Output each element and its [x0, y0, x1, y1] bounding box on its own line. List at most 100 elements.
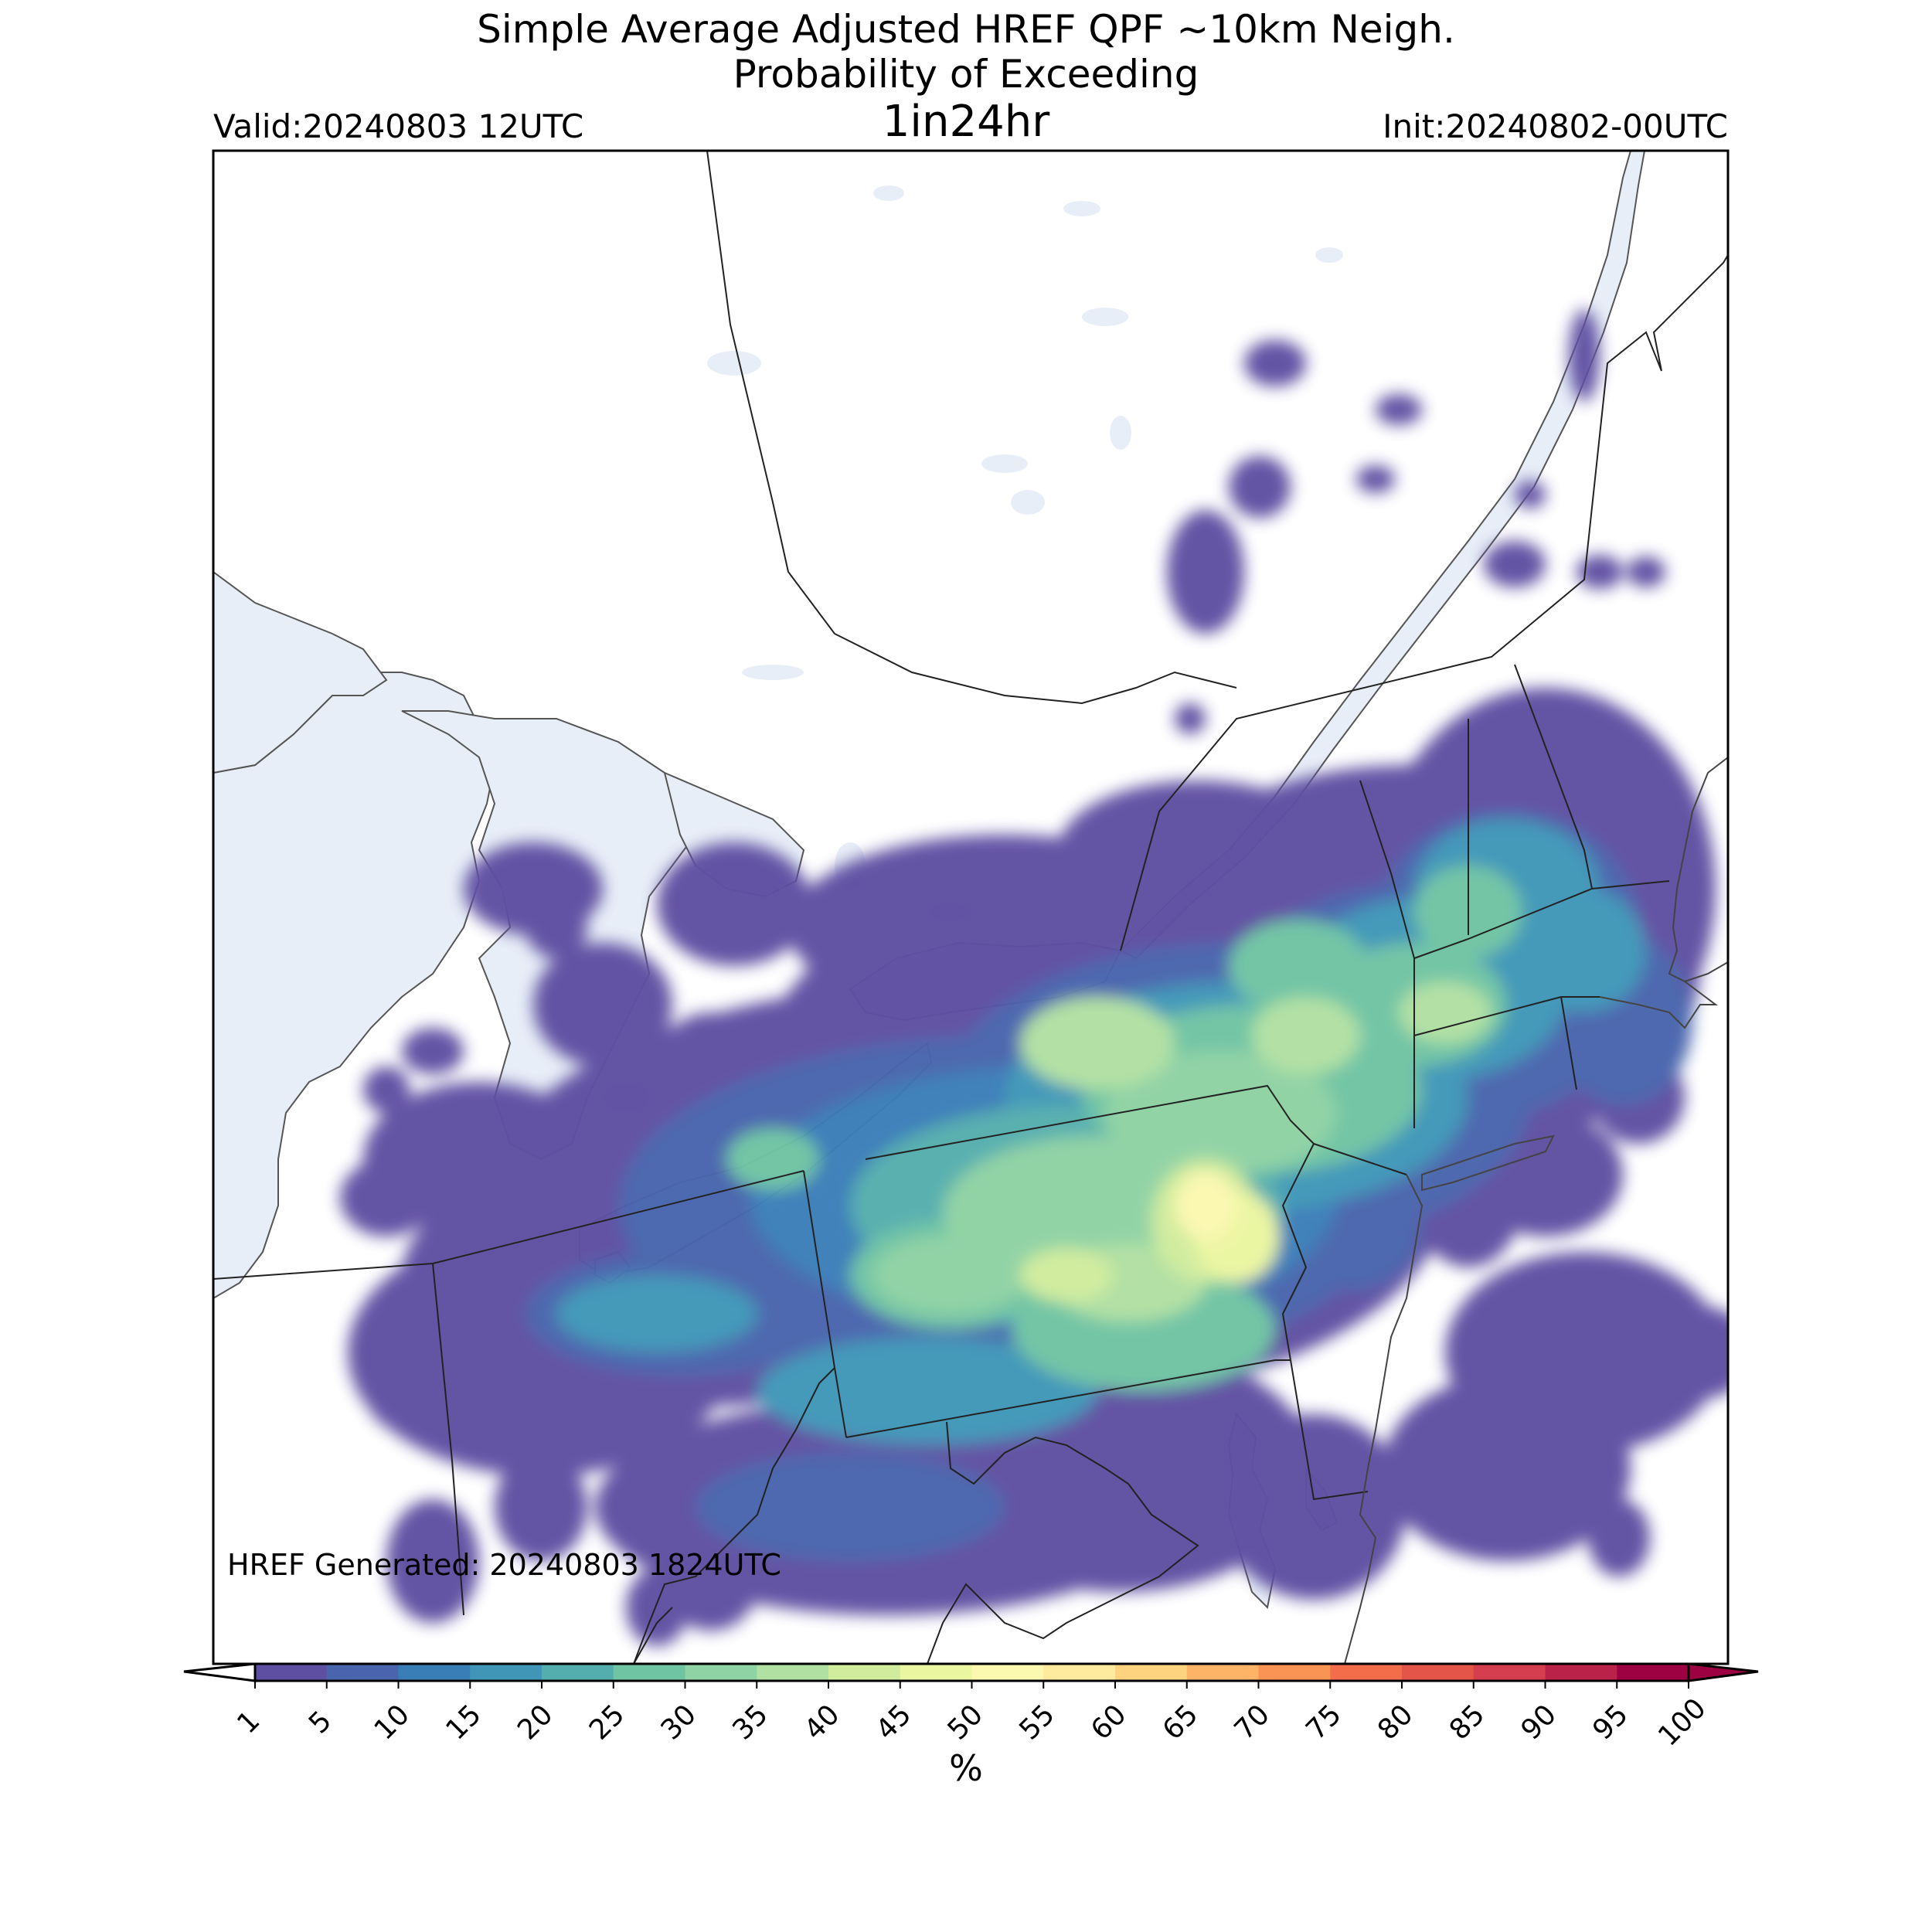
probability-patch [1167, 510, 1244, 634]
probability-patch [1588, 1499, 1650, 1577]
coastlines [1344, 757, 1728, 1664]
colorbar-tick-label: 95 [1587, 1699, 1634, 1746]
colorbar-bin [828, 1664, 901, 1681]
colorbar-tick-label: 20 [512, 1699, 559, 1746]
probability-patch [1569, 309, 1600, 402]
probability-patch [1399, 981, 1492, 1043]
colorbar-bin [470, 1664, 543, 1681]
colorbar-low-extension [183, 1662, 257, 1682]
ky-wv-border [633, 1607, 673, 1664]
colorbar-bin [900, 1664, 972, 1681]
probability-patch [1020, 1248, 1113, 1302]
colorbar-bin [398, 1664, 471, 1681]
ny-nj-border [1313, 1143, 1407, 1175]
colorbar-tick-label: 90 [1515, 1699, 1563, 1746]
probability-patch [1020, 997, 1175, 1090]
province-border [706, 151, 1237, 705]
colorbar-bin [1617, 1664, 1689, 1681]
colorbar-bin [1043, 1664, 1116, 1681]
title-line-3: 1in24hr [882, 97, 1050, 147]
probability-patch [1356, 465, 1395, 493]
colorbar-bin [685, 1664, 757, 1681]
colorbar-bin [1258, 1664, 1331, 1681]
probability-patch [1515, 481, 1546, 509]
colorbar-tick-label: 45 [870, 1699, 917, 1746]
pa-ny-border [865, 1084, 1315, 1160]
colorbar-tick-label: 30 [655, 1699, 702, 1746]
probability-patch [1577, 555, 1623, 589]
new-england-coast [1599, 757, 1728, 1029]
colorbar-bin [1186, 1664, 1259, 1681]
colorbar-bin [255, 1664, 328, 1681]
colorbar-tick-label: 65 [1157, 1699, 1204, 1746]
colorbar-bin [1330, 1664, 1403, 1681]
pa-nj-border [1281, 1143, 1315, 1361]
colorbar-tick-label: 60 [1085, 1699, 1132, 1746]
probability-patch [696, 1453, 1005, 1561]
colorbar-tick-label: 55 [1013, 1699, 1060, 1746]
probability-patch [386, 1499, 479, 1623]
probability-patch [726, 1128, 819, 1190]
long-island [1421, 1134, 1555, 1192]
ct-ri-border [1560, 996, 1577, 1090]
lake-superior [213, 570, 388, 774]
colorbar-tick-label: 5 [303, 1705, 338, 1740]
probability-patch [873, 1236, 1028, 1314]
probability-patch [1175, 703, 1206, 734]
probability-patch [1646, 1306, 1728, 1399]
colorbar-bin [1545, 1664, 1617, 1681]
colorbar-tick-label: 25 [583, 1699, 631, 1746]
st-lawrence [1119, 151, 1646, 960]
probability-patch [340, 1159, 433, 1236]
title-line-2: Probability of Exceeding [733, 52, 1199, 97]
probability-patch [1627, 556, 1665, 587]
wv-va-border [927, 1421, 1199, 1664]
probability-patch [1484, 541, 1546, 587]
colorbar-bin [1473, 1664, 1546, 1681]
probability-patch [657, 842, 811, 966]
colorbar-unit-label: % [949, 1747, 983, 1789]
probability-patch [402, 1028, 464, 1074]
oh-in-border [432, 1263, 464, 1616]
colorbar-bin [757, 1664, 829, 1681]
probability-patch [526, 896, 587, 958]
probability-patch [1221, 1414, 1406, 1600]
probability-patch [1383, 1376, 1631, 1561]
colorbar-tick-label: 1 [231, 1705, 266, 1740]
colorbar-bin [326, 1664, 399, 1681]
valid-time: Valid:20240803 12UTC [213, 107, 584, 145]
atlantic-coast [1344, 1174, 1423, 1664]
colorbar-high-extension [1687, 1662, 1759, 1682]
probability-patch [371, 1383, 433, 1430]
oh-wv-border [633, 1367, 835, 1664]
colorbar-tick-label: 10 [369, 1699, 416, 1746]
colorbar-bin [613, 1664, 685, 1681]
probability-patch [665, 1012, 757, 1090]
colorbar-tick-label: 80 [1372, 1699, 1419, 1746]
political-boundaries [213, 151, 1728, 1664]
probability-patch [495, 1453, 587, 1561]
probability-patch [402, 1094, 464, 1148]
probability-patch [1229, 920, 1368, 1012]
probability-patch [1376, 394, 1422, 425]
md-de-border [1290, 1359, 1369, 1501]
probability-patch [533, 943, 672, 1066]
probability-patch [1175, 1171, 1236, 1240]
generated-timestamp: HREF Generated: 20240803 1824UTC [227, 1548, 781, 1582]
probability-patch [626, 1569, 688, 1646]
title-line-1: Simple Average Adjusted HREF QPF ~10km N… [477, 7, 1455, 52]
probability-patch [1105, 1051, 1337, 1175]
probability-patch [556, 1275, 757, 1352]
probability-patch [1522, 889, 1646, 1012]
nh-me-border [1514, 664, 1593, 889]
colorbar-bin [1402, 1664, 1475, 1681]
colorbar-tick-label: 40 [798, 1699, 845, 1746]
probability-field [340, 309, 1728, 1646]
colorbar-tick-label: 35 [726, 1699, 774, 1746]
cape-cod [1684, 961, 1728, 982]
probability-patch [1244, 340, 1306, 386]
colorbar-tick-label: 75 [1300, 1699, 1347, 1746]
colorbar-tick-label: 100 [1652, 1692, 1713, 1753]
colorbar-tick-label: 85 [1444, 1699, 1491, 1746]
